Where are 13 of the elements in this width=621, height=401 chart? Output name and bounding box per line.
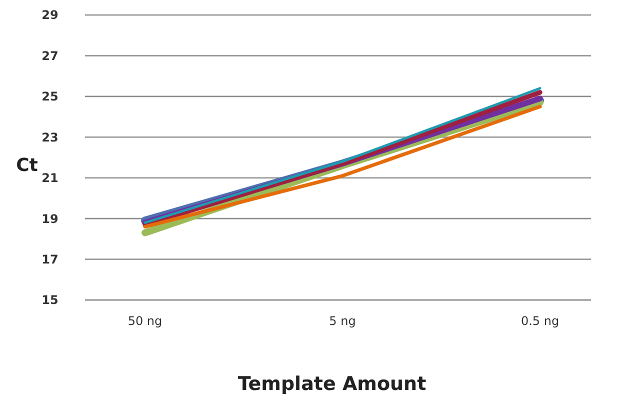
y-tick-label: 15 <box>42 293 58 308</box>
y-tick-label: 21 <box>42 171 58 186</box>
y-tick-label: 27 <box>42 48 58 63</box>
x-tick-label: 0.5 ng <box>520 314 560 328</box>
y-tick-label: 19 <box>42 212 58 226</box>
x-tick-label: 50 ng <box>128 314 162 328</box>
y-tick-label: 25 <box>42 90 58 104</box>
y-axis-title: Ct <box>16 155 38 176</box>
x-axis-title: Template Amount <box>238 373 426 395</box>
y-tick-label: 29 <box>42 8 58 22</box>
y-tick-label: 17 <box>42 252 58 266</box>
y-tick-label: 23 <box>42 130 58 144</box>
x-tick-label: 5 ng <box>329 314 356 328</box>
